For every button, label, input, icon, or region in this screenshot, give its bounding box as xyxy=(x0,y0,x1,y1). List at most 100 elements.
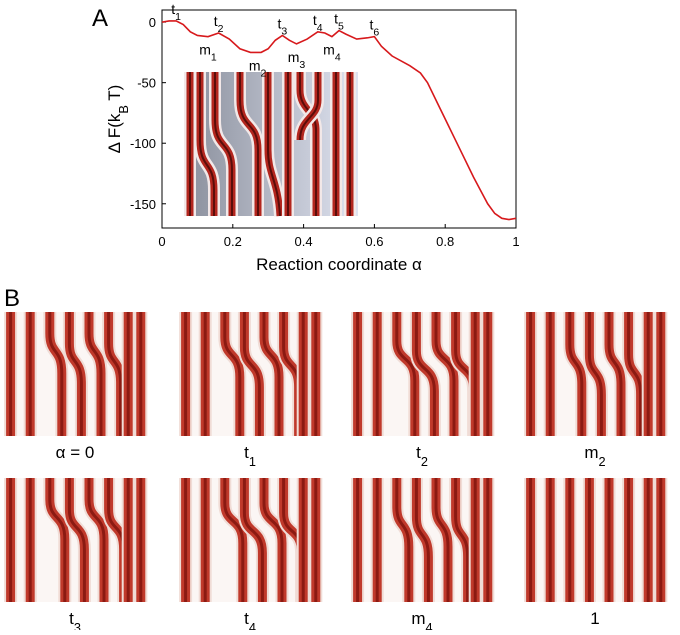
stripe-core xyxy=(607,312,623,436)
snapshot xyxy=(179,478,323,602)
snapshot-label-sub: 2 xyxy=(599,454,606,469)
axes-frame xyxy=(161,9,517,229)
stripe-core xyxy=(48,478,67,602)
stripe-core xyxy=(454,478,470,602)
inset-stripe-core xyxy=(239,72,259,216)
annotation-sub: 3 xyxy=(281,25,287,37)
snapshot-label: 1 xyxy=(590,609,599,628)
y-tick-label: -150 xyxy=(130,197,156,212)
panel-label: B xyxy=(4,285,20,312)
stripe-core xyxy=(67,478,86,602)
snapshot-label-sub: 3 xyxy=(74,620,81,631)
stripe-core xyxy=(67,312,83,436)
annotation: t4 xyxy=(313,12,323,34)
annotation-main: t xyxy=(277,15,281,31)
stripe-core xyxy=(434,478,450,602)
annotation: t5 xyxy=(334,11,344,33)
y-tick-label: 0 xyxy=(149,15,156,30)
stripe-core xyxy=(48,312,64,436)
snapshot-label-main: α = 0 xyxy=(56,443,95,462)
y-axis-label-main: Δ F(k xyxy=(105,113,124,153)
annotation-main: t xyxy=(334,11,338,27)
y-axis-label-sub: B xyxy=(116,105,131,114)
annotation-sub: 4 xyxy=(335,52,341,64)
x-axis-label: Reaction coordinate α xyxy=(256,255,422,274)
annotation: m2 xyxy=(249,57,267,79)
annotation-sub: 2 xyxy=(260,67,266,79)
stripe-core xyxy=(262,478,284,602)
stripe-core xyxy=(87,312,103,436)
stripe-core xyxy=(262,312,281,436)
x-tick-label: 0.8 xyxy=(436,234,454,249)
annotation-sub: 4 xyxy=(317,22,323,34)
annotation-main: m xyxy=(199,42,211,58)
plot: 0 0.2 0.4 0.6 0.8 1 0 -50 -100 -150 Reaction coord… xyxy=(105,1,520,274)
free-energy-line xyxy=(161,20,517,221)
inset-stripe-core xyxy=(299,72,317,216)
snapshot-label: t4 xyxy=(244,609,256,630)
annotation: t6 xyxy=(370,17,380,39)
stripe-core xyxy=(627,312,643,436)
annotation: m4 xyxy=(323,42,341,64)
snapshot-label-main: m xyxy=(411,609,425,628)
x-tick-label: 0 xyxy=(158,234,165,249)
snapshot xyxy=(524,312,668,436)
stripe-core xyxy=(107,312,123,436)
snapshot-label: t1 xyxy=(244,443,256,469)
snapshot-label-main: 1 xyxy=(590,609,599,628)
inset-stripe-core xyxy=(299,72,319,141)
x-tick-label: 0.2 xyxy=(224,234,242,249)
x-tick-label: 0.6 xyxy=(365,234,383,249)
annotation: m3 xyxy=(288,49,306,71)
snapshot-label-main: t xyxy=(69,609,74,628)
stripe-core xyxy=(242,478,264,602)
stripe-core xyxy=(395,312,417,436)
snapshot xyxy=(351,478,495,602)
snapshot-label-sub: 4 xyxy=(249,620,256,631)
inset-stripe-core xyxy=(267,72,281,217)
snapshot-label: t2 xyxy=(416,443,428,469)
stripe-core xyxy=(414,312,436,436)
stripe-core xyxy=(242,312,261,436)
annotation-main: t xyxy=(214,13,218,29)
annotation-sub: 1 xyxy=(175,11,181,23)
snapshot-label: t3 xyxy=(69,609,81,630)
annotation-sub: 1 xyxy=(211,52,217,64)
snapshot-label-main: t xyxy=(244,609,249,628)
inset-image xyxy=(184,72,358,217)
y-tick-label: -50 xyxy=(137,76,156,91)
annotation-main: t xyxy=(370,17,374,33)
stripe-core xyxy=(223,312,242,436)
stripe-core xyxy=(87,478,106,602)
annotation-sub: 5 xyxy=(338,21,344,33)
snapshot-label-main: t xyxy=(416,443,421,462)
x-tick-label: 1 xyxy=(512,234,519,249)
snapshot-label: m2 xyxy=(584,443,605,469)
annotation-main: m xyxy=(249,57,261,73)
annotation: t1 xyxy=(171,1,181,23)
snapshot-label-sub: 1 xyxy=(249,454,256,469)
stripe-core xyxy=(587,312,603,436)
annotation-main: t xyxy=(171,1,175,17)
stripe-core xyxy=(568,312,584,436)
inset-stripe-core xyxy=(199,72,215,216)
snapshot xyxy=(179,312,323,436)
y-axis-label-tail: T) xyxy=(105,85,124,105)
snapshot-label-main: t xyxy=(244,443,249,462)
stripe-core xyxy=(414,478,430,602)
snapshot-label: m4 xyxy=(411,609,432,630)
annotation: m1 xyxy=(199,42,217,64)
snapshot-label-sub: 4 xyxy=(426,620,433,631)
snapshot xyxy=(351,312,495,436)
snapshot-label-sub: 2 xyxy=(421,454,428,469)
annotation-sub: 3 xyxy=(299,59,305,71)
y-tick-label: -100 xyxy=(130,136,156,151)
annotation: t2 xyxy=(214,13,224,35)
snapshot xyxy=(4,312,148,436)
stripe-core xyxy=(434,312,456,436)
x-tick-label: 0.4 xyxy=(295,234,313,249)
stripe-core xyxy=(395,478,411,602)
stripe-core xyxy=(223,478,245,602)
